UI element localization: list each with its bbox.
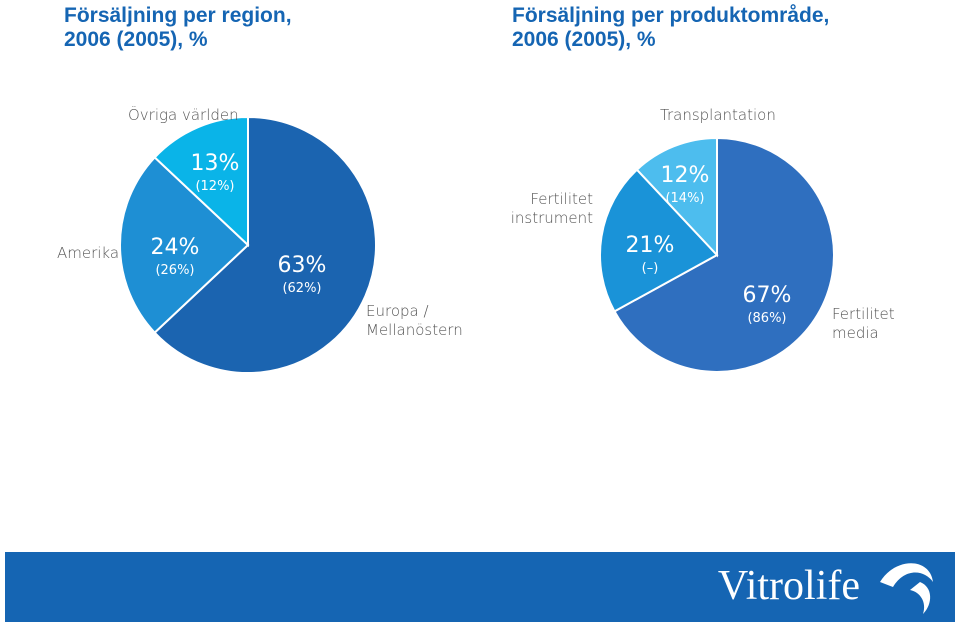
- pie-slice: [119, 155, 250, 335]
- value-label: 12%: [661, 163, 710, 188]
- pie-slice: [635, 136, 718, 258]
- previous-value-label: (–): [642, 261, 659, 276]
- pie-slice: [153, 115, 249, 248]
- category-label: Transplantation: [660, 106, 776, 124]
- chart-title: Försäljning per region, 2006 (2005), %: [64, 4, 292, 51]
- value-label: 21%: [626, 233, 675, 258]
- logo-swoosh: [880, 563, 933, 614]
- previous-value-label: (26%): [155, 263, 194, 278]
- previous-value-label: (62%): [282, 281, 321, 296]
- chart-title: Försäljning per produktområde, 2006 (200…: [512, 4, 830, 51]
- pie-slice: [599, 168, 719, 313]
- previous-value-label: (14%): [665, 191, 704, 206]
- value-label: 67%: [743, 283, 792, 308]
- category-label: Fertilitet instrument: [510, 190, 593, 227]
- value-label: 24%: [151, 235, 200, 260]
- category-label: Övriga världen: [128, 106, 239, 124]
- category-label: Amerika: [57, 244, 120, 262]
- category-label: Europa / Mellanöstern: [366, 302, 463, 339]
- value-label: 13%: [191, 151, 240, 176]
- value-label: 63%: [278, 253, 327, 278]
- pie-slice: [153, 115, 377, 374]
- previous-value-label: (12%): [195, 179, 234, 194]
- footer-band: Vitrolife: [5, 552, 955, 622]
- pie-slice: [613, 136, 835, 373]
- brand-logo: Vitrolife: [717, 563, 860, 609]
- category-label: Fertilitet media: [832, 305, 895, 342]
- previous-value-label: (86%): [747, 311, 786, 326]
